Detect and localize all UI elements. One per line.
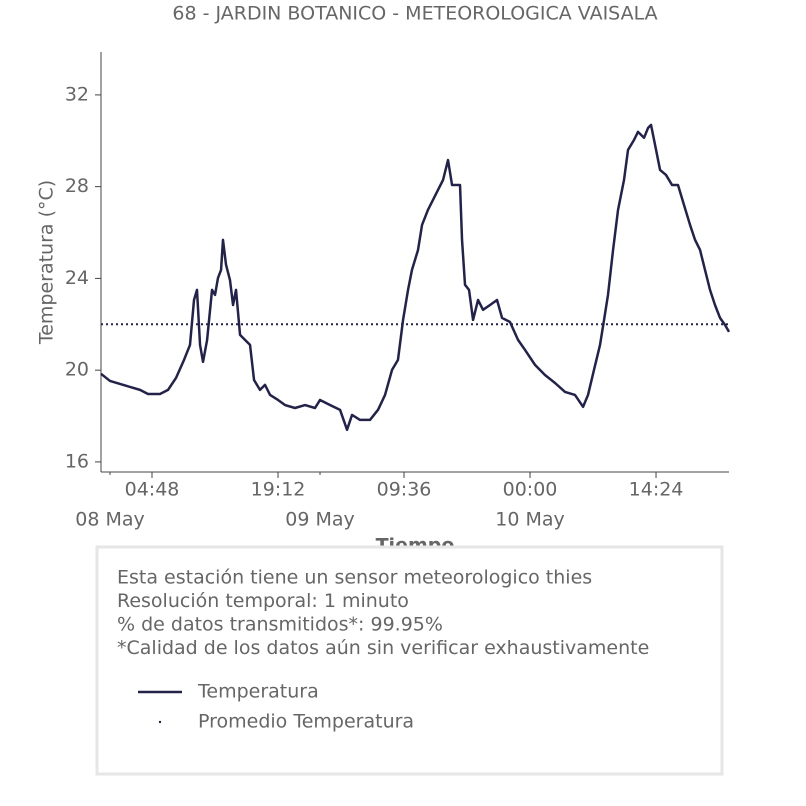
y-tick-label: 28 <box>65 175 89 197</box>
legend-dot-swatch <box>158 720 162 724</box>
chart-title: 68 - JARDIN BOTANICO - METEOROLOGICA VAI… <box>172 3 657 25</box>
info-text: Resolución temporal: 1 minuto <box>117 590 409 612</box>
info-text: *Calidad de los datos aún sin verificar … <box>117 637 649 659</box>
x-tick-label: 14:24 <box>629 479 684 501</box>
legend-label: Promedio Temperatura <box>198 711 414 733</box>
y-axis-label: Temperatura (°C) <box>36 180 58 345</box>
info-text: % de datos transmitidos*: 99.95% <box>117 614 443 636</box>
temperature-line <box>100 123 731 432</box>
y-tick-label: 20 <box>65 359 89 381</box>
x-tick-label: 00:00 <box>503 479 558 501</box>
info-text: Esta estación tiene un sensor meteorolog… <box>117 567 592 589</box>
x-tick-label: 04:48 <box>125 479 180 501</box>
legend-label: Temperatura <box>197 681 319 703</box>
x-date-label: 08 May <box>75 509 145 531</box>
x-tick-label: 19:12 <box>251 479 306 501</box>
y-tick-label: 16 <box>65 450 89 472</box>
x-tick-label: 09:36 <box>377 479 432 501</box>
y-tick-label: 32 <box>65 83 89 105</box>
x-date-label: 09 May <box>285 509 355 531</box>
y-tick-label: 24 <box>65 267 89 289</box>
x-date-label: 10 May <box>495 509 565 531</box>
info-box <box>95 545 724 776</box>
